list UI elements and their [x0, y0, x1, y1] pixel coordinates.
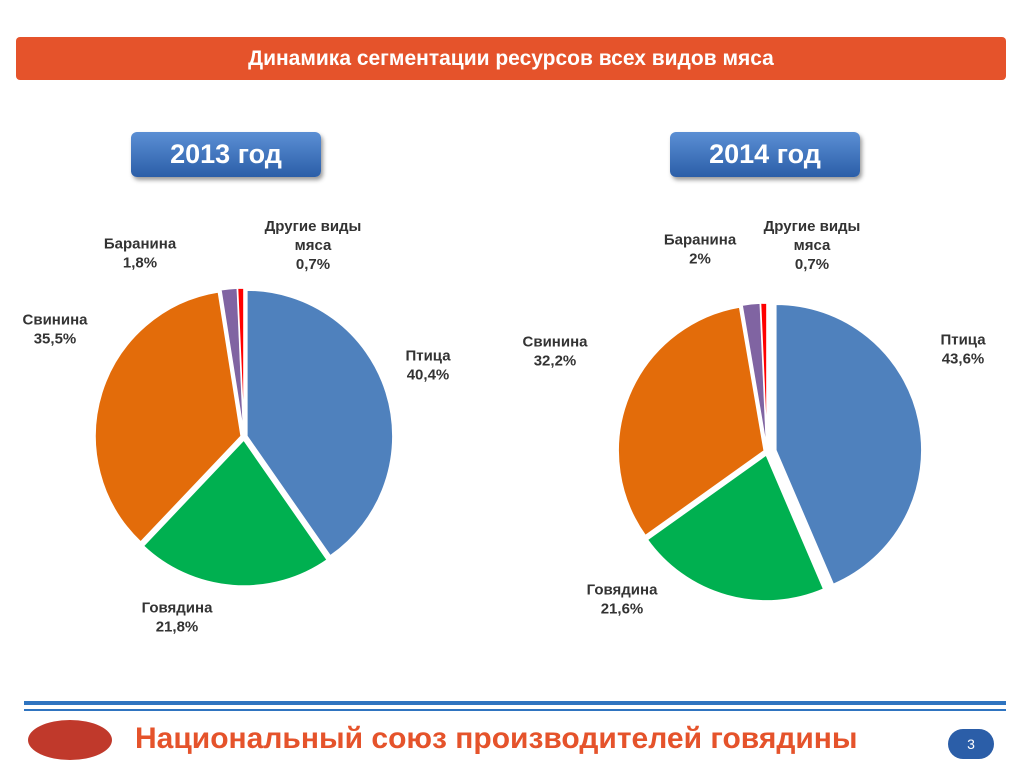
- pie-slice: [236, 287, 245, 435]
- slice-label: Другие виды мяса 0,7%: [253, 218, 373, 274]
- pie-slice: [94, 291, 242, 544]
- pie-slice: [617, 306, 766, 537]
- slice-value-label: 1,8%: [122, 254, 158, 271]
- slide-title: Динамика сегментации ресурсов всех видов…: [16, 37, 1006, 80]
- pie-slice: [646, 453, 825, 602]
- slice-category: Другие виды мяса: [763, 217, 861, 254]
- year-badge: 2014 год: [670, 132, 860, 177]
- pie-slice: [142, 438, 329, 587]
- slice-label: Свинина 32,2%: [495, 333, 615, 371]
- slice-value-label: 2%: [689, 250, 711, 267]
- logo: [28, 720, 112, 760]
- slice-value-label: 21,8%: [155, 618, 199, 635]
- slice-category: Баранина: [663, 231, 737, 249]
- slice-label: Свинина 35,5%: [0, 311, 115, 349]
- pie-slice: [775, 303, 923, 586]
- slice-label: Говядина 21,8%: [117, 599, 237, 637]
- slice-label: Птица 43,6%: [903, 331, 1023, 369]
- slice-category: Птица: [940, 331, 986, 349]
- slice-category: Свинина: [22, 311, 88, 329]
- slice-value-label: 0,7%: [794, 255, 830, 273]
- slice-label: Говядина 21,6%: [562, 581, 682, 619]
- pie-slice: [246, 289, 394, 557]
- slice-value-label: 43,6%: [941, 350, 985, 367]
- footer-text: Национальный союз производителей говядин…: [135, 722, 858, 755]
- slice-value-label: 40,4%: [406, 366, 450, 383]
- slice-category: Птица: [405, 347, 451, 365]
- slice-category: Говядина: [141, 599, 213, 617]
- slice-value-label: 32,2%: [533, 352, 577, 369]
- slice-value-label: 21,6%: [600, 600, 644, 617]
- slice-category: Баранина: [103, 235, 177, 253]
- slice-label: Другие виды мяса 0,7%: [752, 218, 872, 274]
- slice-label: Птица 40,4%: [368, 347, 488, 385]
- pie-slice: [759, 302, 768, 450]
- slice-label: Баранина 1,8%: [80, 235, 200, 273]
- slice-value-label: 35,5%: [33, 330, 77, 347]
- slice-label: Баранина 2%: [640, 231, 760, 269]
- slice-category: Говядина: [586, 581, 658, 599]
- page-number: 3: [948, 729, 994, 759]
- slice-category: Другие виды мяса: [264, 217, 362, 254]
- slice-category: Свинина: [522, 333, 588, 351]
- year-badge: 2013 год: [131, 132, 321, 177]
- slice-value-label: 0,7%: [295, 255, 331, 273]
